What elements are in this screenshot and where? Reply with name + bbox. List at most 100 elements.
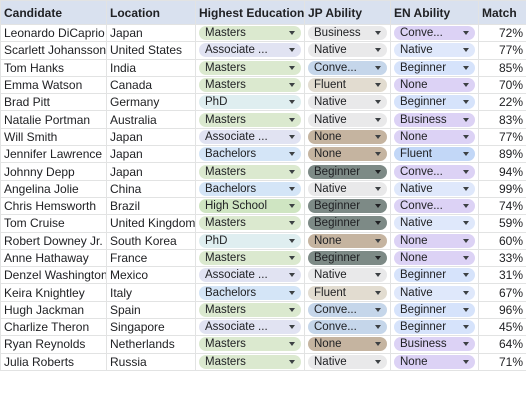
jp-ability-dropdown[interactable]: None bbox=[308, 233, 387, 248]
cell-jp-ability[interactable]: Native bbox=[304, 266, 391, 285]
cell-location[interactable]: United Kingdom bbox=[106, 214, 196, 233]
cell-candidate[interactable]: Johnny Depp bbox=[0, 162, 107, 181]
cell-jp-ability[interactable]: Native bbox=[304, 179, 391, 198]
jp-ability-dropdown[interactable]: Beginner bbox=[308, 216, 387, 231]
cell-education[interactable]: Masters bbox=[195, 75, 305, 95]
chevron-down-icon[interactable] bbox=[463, 186, 469, 191]
en-ability-dropdown[interactable]: Business bbox=[394, 112, 475, 127]
chevron-down-icon[interactable] bbox=[289, 342, 295, 347]
cell-match[interactable]: 33% bbox=[478, 248, 526, 268]
en-ability-dropdown[interactable]: Beginner bbox=[394, 320, 475, 335]
chevron-down-icon[interactable] bbox=[463, 290, 469, 295]
cell-location[interactable]: South Korea bbox=[106, 231, 196, 250]
cell-candidate[interactable]: Keira Knightley bbox=[0, 283, 107, 302]
cell-education[interactable]: Associate ... bbox=[195, 41, 305, 60]
chevron-down-icon[interactable] bbox=[289, 65, 295, 70]
cell-location[interactable]: Netherlands bbox=[106, 335, 196, 354]
cell-location[interactable]: Singapore bbox=[106, 318, 196, 337]
cell-en-ability[interactable]: Beginner bbox=[390, 58, 479, 77]
cell-candidate[interactable]: Leonardo DiCaprio bbox=[0, 23, 107, 43]
cell-en-ability[interactable]: None bbox=[390, 75, 479, 95]
cell-en-ability[interactable]: Beginner bbox=[390, 266, 479, 285]
chevron-down-icon[interactable] bbox=[463, 100, 469, 105]
cell-jp-ability[interactable]: Conve... bbox=[304, 318, 391, 337]
education-dropdown[interactable]: Associate ... bbox=[199, 268, 301, 283]
en-ability-dropdown[interactable]: None bbox=[394, 251, 475, 265]
cell-location[interactable]: United States bbox=[106, 41, 196, 60]
cell-education[interactable]: Masters bbox=[195, 335, 305, 354]
education-dropdown[interactable]: Masters bbox=[199, 112, 301, 127]
cell-jp-ability[interactable]: Beginner bbox=[304, 248, 391, 268]
cell-en-ability[interactable]: Business bbox=[390, 335, 479, 354]
chevron-down-icon[interactable] bbox=[463, 342, 469, 347]
chevron-down-icon[interactable] bbox=[289, 31, 295, 36]
chevron-down-icon[interactable] bbox=[289, 169, 295, 174]
cell-education[interactable]: Masters bbox=[195, 352, 305, 371]
cell-education[interactable]: Bachelors bbox=[195, 179, 305, 198]
cell-jp-ability[interactable]: Conve... bbox=[304, 58, 391, 77]
header-education[interactable]: Highest Education bbox=[195, 0, 305, 25]
chevron-down-icon[interactable] bbox=[289, 238, 295, 243]
en-ability-dropdown[interactable]: Conve... bbox=[394, 199, 475, 214]
header-location[interactable]: Location bbox=[106, 0, 196, 25]
cell-match[interactable]: 31% bbox=[478, 266, 526, 285]
chevron-down-icon[interactable] bbox=[289, 359, 295, 364]
chevron-down-icon[interactable] bbox=[289, 290, 295, 295]
chevron-down-icon[interactable] bbox=[463, 307, 469, 312]
chevron-down-icon[interactable] bbox=[375, 273, 381, 278]
education-dropdown[interactable]: Masters bbox=[199, 164, 301, 179]
jp-ability-dropdown[interactable]: Business bbox=[308, 26, 387, 41]
cell-candidate[interactable]: Ryan Reynolds bbox=[0, 335, 107, 354]
education-dropdown[interactable]: Associate ... bbox=[199, 320, 301, 335]
education-dropdown[interactable]: PhD bbox=[199, 233, 301, 248]
cell-en-ability[interactable]: Business bbox=[390, 110, 479, 129]
chevron-down-icon[interactable] bbox=[463, 65, 469, 70]
cell-candidate[interactable]: Brad Pitt bbox=[0, 93, 107, 112]
cell-match[interactable]: 99% bbox=[478, 179, 526, 198]
cell-education[interactable]: Associate ... bbox=[195, 266, 305, 285]
cell-education[interactable]: Masters bbox=[195, 162, 305, 181]
chevron-down-icon[interactable] bbox=[375, 307, 381, 312]
en-ability-dropdown[interactable]: Beginner bbox=[394, 268, 475, 283]
jp-ability-dropdown[interactable]: Native bbox=[308, 268, 387, 283]
cell-candidate[interactable]: Charlize Theron bbox=[0, 318, 107, 337]
chevron-down-icon[interactable] bbox=[375, 31, 381, 36]
cell-candidate[interactable]: Hugh Jackman bbox=[0, 300, 107, 320]
cell-jp-ability[interactable]: None bbox=[304, 127, 391, 147]
cell-candidate[interactable]: Tom Cruise bbox=[0, 214, 107, 233]
cell-candidate[interactable]: Will Smith bbox=[0, 127, 107, 147]
education-dropdown[interactable]: High School bbox=[199, 199, 301, 214]
jp-ability-dropdown[interactable]: None bbox=[308, 147, 387, 162]
cell-location[interactable]: Japan bbox=[106, 145, 196, 164]
cell-location[interactable]: France bbox=[106, 248, 196, 268]
cell-jp-ability[interactable]: Native bbox=[304, 41, 391, 60]
en-ability-dropdown[interactable]: Business bbox=[394, 337, 475, 352]
chevron-down-icon[interactable] bbox=[375, 117, 381, 122]
en-ability-dropdown[interactable]: Beginner bbox=[394, 95, 475, 110]
cell-en-ability[interactable]: Beginner bbox=[390, 93, 479, 112]
education-dropdown[interactable]: Masters bbox=[199, 337, 301, 352]
en-ability-dropdown[interactable]: Native bbox=[394, 181, 475, 196]
education-dropdown[interactable]: Masters bbox=[199, 216, 301, 231]
jp-ability-dropdown[interactable]: Conve... bbox=[308, 302, 387, 317]
jp-ability-dropdown[interactable]: Beginner bbox=[308, 199, 387, 214]
cell-match[interactable]: 70% bbox=[478, 75, 526, 95]
cell-match[interactable]: 96% bbox=[478, 300, 526, 320]
cell-education[interactable]: Masters bbox=[195, 300, 305, 320]
chevron-down-icon[interactable] bbox=[289, 117, 295, 122]
education-dropdown[interactable]: Masters bbox=[199, 26, 301, 41]
education-dropdown[interactable]: Bachelors bbox=[199, 285, 301, 300]
header-match[interactable]: Match bbox=[478, 0, 526, 25]
chevron-down-icon[interactable] bbox=[463, 221, 469, 226]
cell-match[interactable]: 72% bbox=[478, 23, 526, 43]
cell-match[interactable]: 83% bbox=[478, 110, 526, 129]
cell-candidate[interactable]: Natalie Portman bbox=[0, 110, 107, 129]
cell-jp-ability[interactable]: Conve... bbox=[304, 300, 391, 320]
jp-ability-dropdown[interactable]: None bbox=[308, 129, 387, 144]
cell-candidate[interactable]: Anne Hathaway bbox=[0, 248, 107, 268]
chevron-down-icon[interactable] bbox=[463, 48, 469, 53]
education-dropdown[interactable]: Masters bbox=[199, 354, 301, 369]
education-dropdown[interactable]: Associate ... bbox=[199, 43, 301, 58]
cell-en-ability[interactable]: Fluent bbox=[390, 145, 479, 164]
en-ability-dropdown[interactable]: Beginner bbox=[394, 302, 475, 317]
